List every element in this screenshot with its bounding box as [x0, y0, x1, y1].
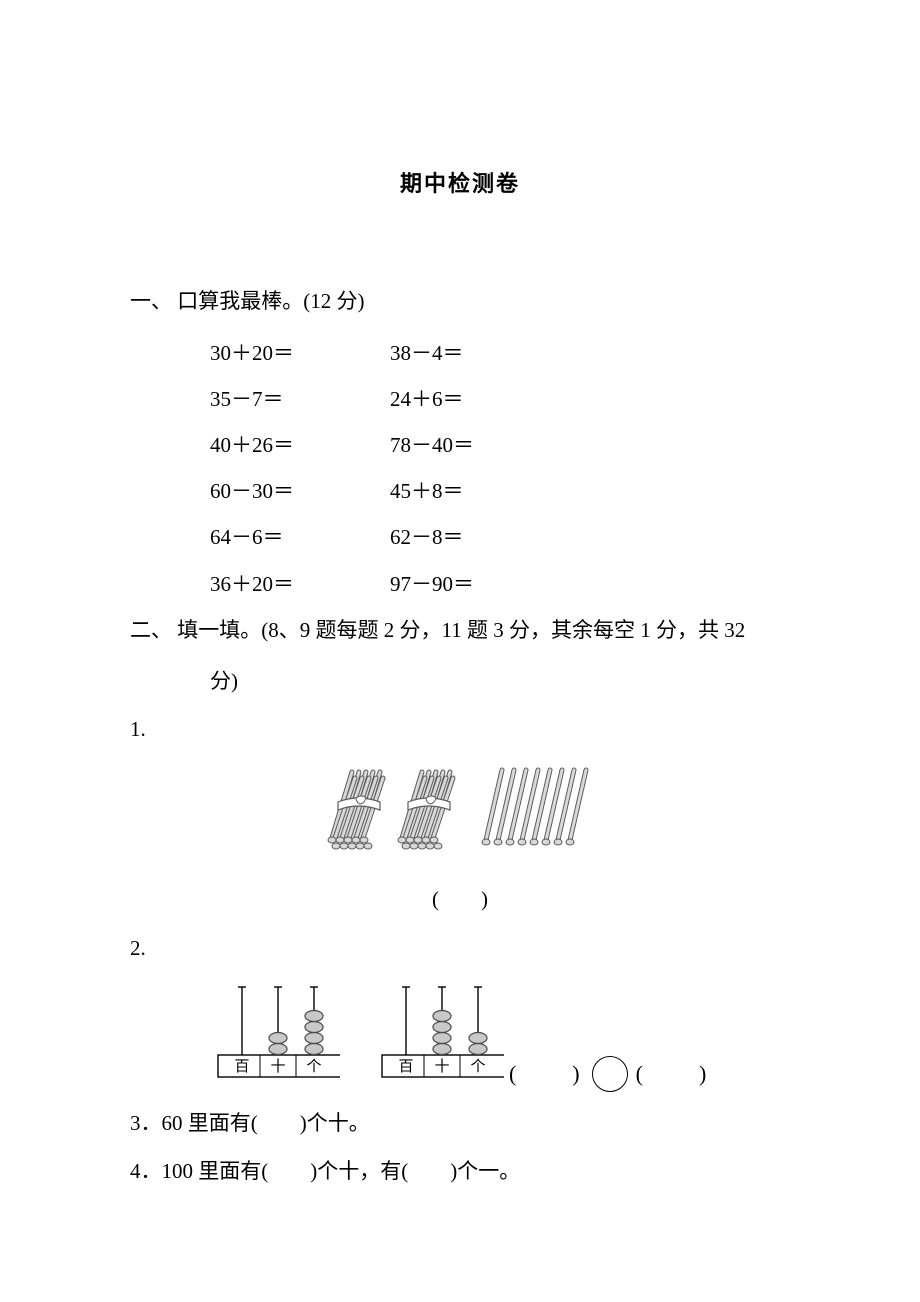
q1-blank: ( )	[130, 876, 790, 922]
q2-label: 2.	[130, 936, 146, 960]
sticks-diagram	[320, 762, 600, 852]
calc-cell: 30＋20＝	[210, 330, 390, 376]
q2-figure: 百 十 个 百 十 个 ( ) ( )	[130, 981, 790, 1098]
question-2: 2.	[130, 925, 790, 971]
calc-cell: 45＋8＝	[390, 468, 464, 514]
calc-cell: 62－8＝	[390, 514, 464, 560]
section-1-heading: 一、 口算我最棒。(12 分)	[130, 278, 790, 324]
compare-circle	[592, 1056, 628, 1092]
calc-cell: 40＋26＝	[210, 422, 390, 468]
compare-right-blank: ( )	[636, 1050, 711, 1098]
compare-row: ( ) ( )	[509, 1050, 710, 1098]
calc-row: 40＋26＝ 78－40＝	[210, 422, 790, 468]
calc-cell: 97－90＝	[390, 561, 474, 607]
svg-text:百: 百	[398, 1059, 413, 1075]
svg-text:个: 个	[470, 1058, 485, 1075]
question-4: 4．100 里面有( )个十，有( )个一。	[130, 1148, 790, 1194]
calc-cell: 36＋20＝	[210, 561, 390, 607]
abacus-left: 百十个	[210, 981, 340, 1081]
question-1: 1.	[130, 706, 790, 752]
question-3: 3．60 里面有( )个十。	[130, 1100, 790, 1146]
svg-text:个: 个	[306, 1058, 321, 1075]
calc-row: 36＋20＝ 97－90＝	[210, 561, 790, 607]
calc-cell: 78－40＝	[390, 422, 474, 468]
svg-text:十: 十	[270, 1058, 285, 1075]
svg-text:百: 百	[234, 1059, 249, 1075]
page-title: 期中检测卷	[130, 160, 790, 208]
q1-label: 1.	[130, 717, 146, 741]
compare-left-blank: ( )	[509, 1050, 584, 1098]
calc-cell: 35－7＝	[210, 376, 390, 422]
q1-figure: ( )	[130, 762, 790, 922]
calc-row: 64－6＝ 62－8＝	[210, 514, 790, 560]
abacus-row: 百十个 百十个	[210, 981, 504, 1081]
calc-table: 30＋20＝ 38－4＝ 35－7＝ 24＋6＝ 40＋26＝ 78－40＝ 6…	[130, 330, 790, 607]
abacus-right: 百十个	[374, 981, 504, 1081]
calc-cell: 24＋6＝	[390, 376, 464, 422]
sticks-svg	[320, 762, 600, 852]
calc-row: 30＋20＝ 38－4＝	[210, 330, 790, 376]
svg-text:十: 十	[434, 1058, 449, 1075]
section-2-heading-cont: 分)	[130, 658, 790, 704]
calc-row: 35－7＝ 24＋6＝	[210, 376, 790, 422]
calc-cell: 38－4＝	[390, 330, 464, 376]
calc-cell: 60－30＝	[210, 468, 390, 514]
section-2-heading: 二、 填一填。(8、9 题每题 2 分，11 题 3 分，其余每空 1 分，共 …	[130, 607, 790, 653]
calc-cell: 64－6＝	[210, 514, 390, 560]
calc-row: 60－30＝ 45＋8＝	[210, 468, 790, 514]
